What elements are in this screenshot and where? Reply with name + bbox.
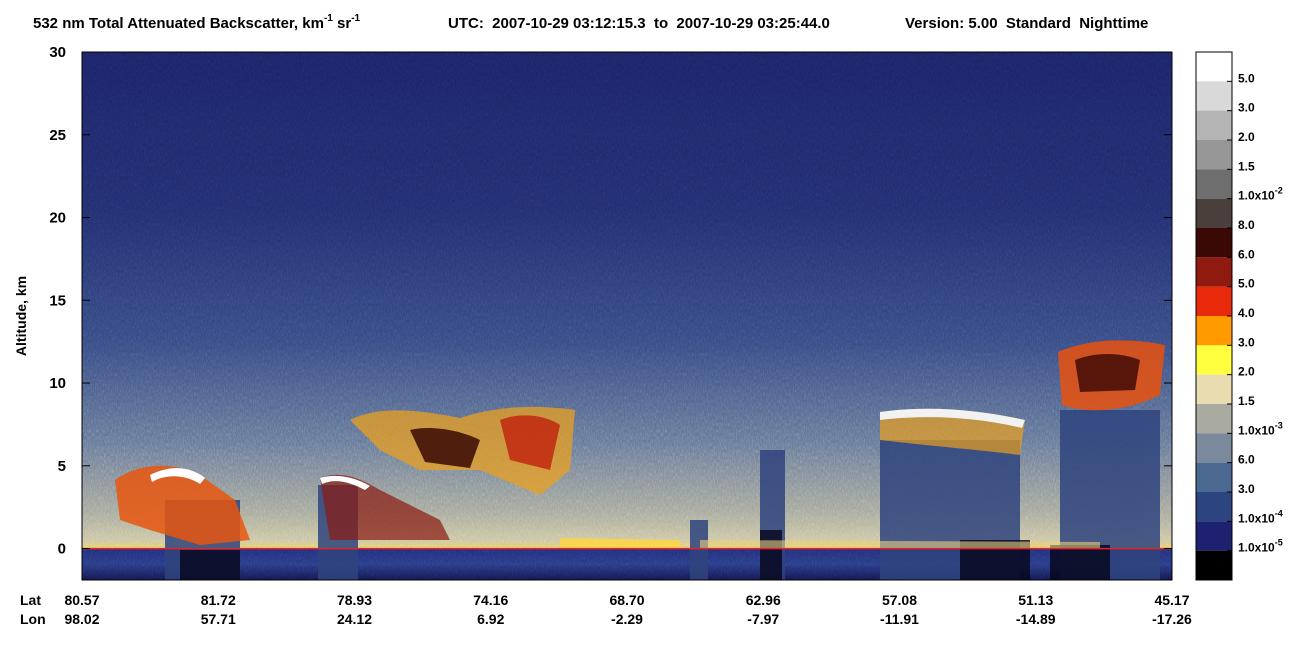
- lat-tick-label: 57.08: [882, 592, 917, 608]
- y-tick-label: 25: [49, 127, 66, 144]
- y-tick-label: 5: [58, 458, 66, 475]
- title-text: sr: [333, 15, 352, 32]
- colorbar-label: 1.0x10-2: [1238, 186, 1283, 203]
- colorbar-swatch: [1196, 110, 1232, 140]
- colorbar-label-text: 1.0x10: [1238, 423, 1275, 437]
- colorbar-swatch: [1196, 374, 1232, 404]
- colorbar-label-text: 1.0x10: [1238, 511, 1275, 525]
- title-text: 532 nm Total Attenuated Backscatter, km: [33, 15, 324, 32]
- colorbar-label: 6.0: [1238, 453, 1255, 467]
- colorbar-label: 4.0: [1238, 306, 1255, 320]
- colorbar-label: 3.0: [1238, 482, 1255, 496]
- colorbar-label: 2.0: [1238, 365, 1255, 379]
- colorbar-label-text: 2.0: [1238, 130, 1255, 144]
- colorbar-swatch: [1196, 316, 1232, 346]
- colorbar-label: 1.0x10-5: [1238, 538, 1283, 555]
- lon-tick-label: 98.02: [64, 611, 99, 627]
- plot-frame: [81, 51, 1173, 581]
- y-tick-label: 15: [49, 292, 66, 309]
- lon-label: Lon: [20, 611, 46, 627]
- colorbar-label-text: 3.0: [1238, 335, 1255, 349]
- chart-title: 532 nm Total Attenuated Backscatter, km-…: [33, 13, 361, 32]
- colorbar-label-text: 1.5: [1238, 394, 1255, 408]
- lat-tick-label: 45.17: [1154, 592, 1189, 608]
- lon-tick-label: -11.91: [880, 611, 919, 627]
- lat-tick-label: 74.16: [473, 592, 508, 608]
- colorbar-label: 3.0: [1238, 335, 1255, 349]
- colorbar-label-text: 4.0: [1238, 306, 1255, 320]
- colorbar-swatch: [1196, 404, 1232, 434]
- colorbar-swatch: [1196, 550, 1232, 580]
- curtain: [82, 52, 1172, 580]
- colorbar-label: 1.5: [1238, 159, 1255, 173]
- y-tick-label: 20: [49, 210, 66, 227]
- colorbar-swatch: [1196, 81, 1232, 111]
- lat-label: Lat: [20, 592, 41, 608]
- cloud-features: [115, 340, 1165, 548]
- colorbar-swatch: [1196, 286, 1232, 316]
- colorbar-label-text: 1.5: [1238, 159, 1255, 173]
- colorbar-label-exponent: -3: [1275, 420, 1283, 430]
- lon-tick-label: -7.97: [747, 611, 779, 627]
- colorbar-label-text: 5.0: [1238, 277, 1255, 291]
- colorbar-label: 6.0: [1238, 247, 1255, 261]
- colorbar-label: 1.5: [1238, 394, 1255, 408]
- colorbar-swatch: [1196, 198, 1232, 228]
- lon-tick-label: 24.12: [337, 611, 372, 627]
- colorbar-swatch: [1196, 462, 1232, 492]
- lat-tick-label: 80.57: [64, 592, 99, 608]
- lat-tick-label: 78.93: [337, 592, 372, 608]
- y-tick-label: 10: [49, 375, 66, 392]
- colorbar-label-text: 3.0: [1238, 482, 1255, 496]
- colorbar-label-text: 5.0: [1238, 71, 1255, 85]
- lat-tick-label: 81.72: [201, 592, 236, 608]
- y-tick-label: 0: [58, 541, 66, 558]
- colorbar-label-text: 6.0: [1238, 453, 1255, 467]
- lon-tick-label: -17.26: [1152, 611, 1192, 627]
- colorbar-label-text: 6.0: [1238, 247, 1255, 261]
- colorbar-label: 1.0x10-3: [1238, 420, 1283, 437]
- lon-tick-label: -14.89: [1016, 611, 1056, 627]
- y-tick-label: 30: [49, 44, 66, 61]
- colorbar-label: 1.0x10-4: [1238, 508, 1283, 525]
- title-exponent: -1: [351, 13, 360, 24]
- title-exponent: -1: [324, 13, 333, 24]
- colorbar-label-exponent: -2: [1275, 186, 1283, 196]
- colorbar-label-text: 3.0: [1238, 101, 1255, 115]
- lat-tick-label: 51.13: [1018, 592, 1053, 608]
- colorbar-label-exponent: -5: [1275, 538, 1283, 548]
- colorbar-swatch: [1196, 521, 1232, 551]
- colorbar-swatch: [1196, 492, 1232, 522]
- colorbar-label-text: 8.0: [1238, 218, 1255, 232]
- time-range: UTC: 2007-10-29 03:12:15.3 to 2007-10-29…: [448, 15, 830, 32]
- colorbar-label-text: 1.0x10: [1238, 541, 1275, 555]
- lat-tick-label: 68.70: [609, 592, 644, 608]
- version: Version: 5.00 Standard Nighttime: [905, 15, 1148, 32]
- colorbar-label-text: 1.0x10: [1238, 189, 1275, 203]
- lon-tick-label: 57.71: [201, 611, 236, 627]
- lon-tick-label: -2.29: [611, 611, 643, 627]
- colorbar-label: 8.0: [1238, 218, 1255, 232]
- lat-tick-label: 62.96: [746, 592, 781, 608]
- colorbar-label-text: 2.0: [1238, 365, 1255, 379]
- colorbar-swatch: [1196, 228, 1232, 258]
- y-axis-label: Altitude, km: [13, 276, 29, 356]
- colorbar-swatch: [1196, 433, 1232, 463]
- colorbar-swatch: [1196, 169, 1232, 199]
- colorbar-swatch: [1196, 345, 1232, 375]
- colorbar-label: 5.0: [1238, 277, 1255, 291]
- colorbar-swatch: [1196, 140, 1232, 170]
- colorbar-swatch: [1196, 52, 1232, 82]
- colorbar-label-exponent: -4: [1275, 508, 1283, 518]
- lon-tick-label: 6.92: [477, 611, 504, 627]
- colorbar-swatch: [1196, 257, 1232, 287]
- colorbar-label: 2.0: [1238, 130, 1255, 144]
- colorbar-label: 3.0: [1238, 101, 1255, 115]
- colorbar-label: 5.0: [1238, 71, 1255, 85]
